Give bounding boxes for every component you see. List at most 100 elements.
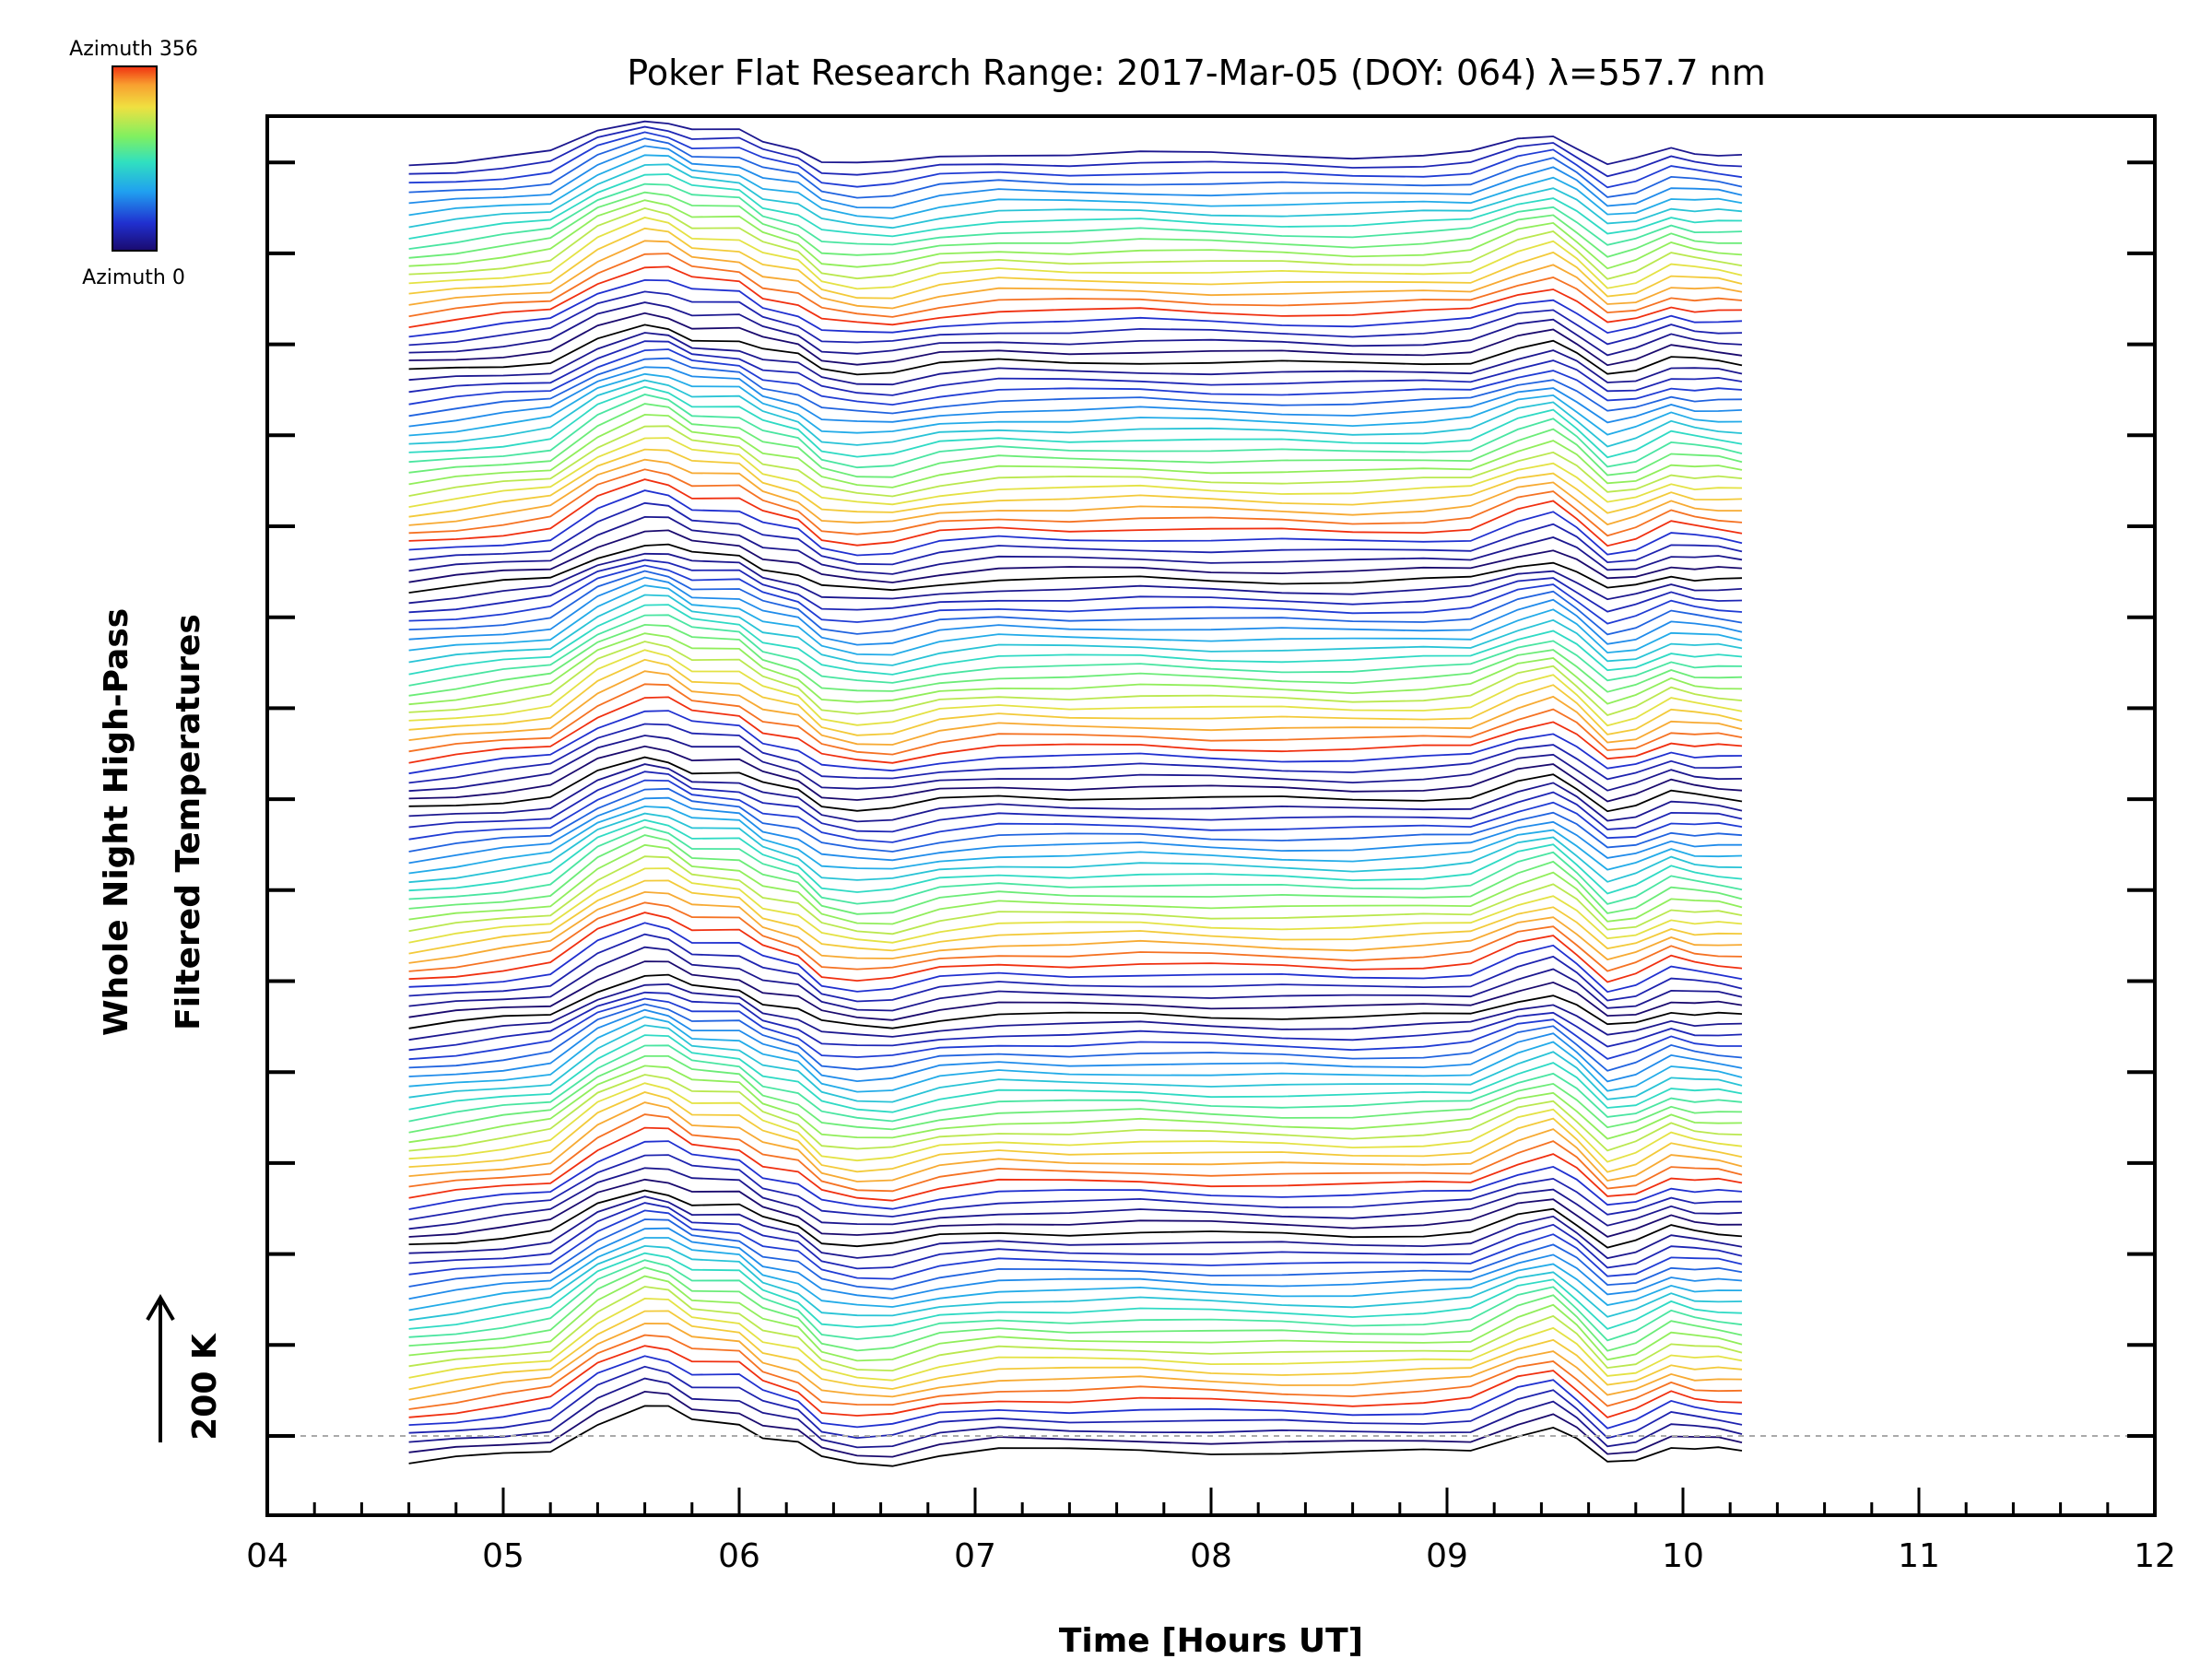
series-line (408, 997, 1742, 1061)
series-line (408, 843, 1743, 925)
series-line (408, 1126, 1743, 1202)
series-line (408, 1237, 1743, 1312)
series-line (408, 614, 1743, 687)
colorbar (112, 65, 158, 252)
series-line (408, 458, 1742, 526)
x-tick-label: 11 (1898, 1537, 1940, 1575)
series-line (408, 922, 1743, 994)
series-line (408, 1008, 1743, 1083)
series-line (408, 413, 1743, 488)
series-line (408, 991, 1743, 1052)
series-line (408, 385, 1743, 459)
series-line (408, 796, 1742, 865)
series-line (408, 340, 1743, 396)
series-line (408, 1055, 1743, 1134)
series-line (408, 1252, 1743, 1330)
series-line (408, 125, 1743, 178)
series-line (408, 366, 1743, 428)
series-line (408, 879, 1743, 955)
series-line (408, 1195, 1743, 1260)
series-line (408, 649, 1743, 727)
chart-title: Poker Flat Research Range: 2017-Mar-05 (… (627, 53, 1765, 93)
series-line (408, 973, 1743, 1030)
series-line (408, 1178, 1743, 1238)
series-line (408, 604, 1743, 676)
series-line (408, 217, 1743, 290)
series-line (408, 855, 1743, 935)
series-line (408, 946, 1743, 1012)
series-line (408, 253, 1743, 318)
series-line (408, 394, 1743, 469)
series-line (408, 425, 1743, 498)
series-line (408, 564, 1743, 625)
series-line (408, 1140, 1743, 1210)
series-line (408, 1227, 1743, 1300)
axis-ticks (265, 160, 2157, 1515)
series-line (408, 403, 1743, 478)
series-line (408, 290, 1743, 347)
series-line (408, 543, 1743, 594)
series-line (408, 632, 1743, 706)
series-line (408, 324, 1743, 376)
series-line (408, 1345, 1743, 1418)
series-line (408, 658, 1743, 736)
series-line (408, 901, 1743, 972)
series-line (408, 227, 1743, 300)
series-line (408, 1154, 1743, 1221)
series-line (408, 826, 1743, 905)
series-line (408, 1202, 1743, 1270)
series-line (408, 468, 1743, 537)
series-line (408, 756, 1743, 813)
x-tick-label: 10 (1662, 1537, 1704, 1575)
series-line (408, 735, 1743, 793)
series-line (408, 1065, 1743, 1144)
x-tick-label: 04 (246, 1537, 288, 1575)
series-line (408, 120, 1743, 167)
series-line (408, 771, 1743, 833)
series-line (408, 1275, 1743, 1362)
series-line (408, 1355, 1743, 1430)
series-line (408, 1218, 1743, 1290)
colorbar-top-label: Azimuth 356 (69, 38, 198, 61)
series-line (408, 501, 1743, 566)
series-line (408, 154, 1743, 219)
series-line (408, 933, 1743, 1003)
series-line (408, 779, 1743, 843)
series-line (408, 559, 1743, 614)
series-line (408, 584, 1743, 656)
series-line (408, 570, 1743, 636)
series-line (408, 745, 1743, 803)
series-line (408, 1074, 1743, 1152)
series-line (408, 529, 1743, 583)
series-line (408, 1365, 1743, 1440)
series-line (408, 912, 1743, 983)
x-tick-label: 08 (1190, 1537, 1232, 1575)
x-tick-label: 09 (1426, 1537, 1468, 1575)
series-line (408, 1310, 1743, 1391)
series-line (408, 623, 1743, 697)
series-line (408, 670, 1743, 746)
series-line (408, 594, 1743, 666)
series-line (408, 489, 1743, 557)
series-line (408, 710, 1743, 775)
x-tick-labels: 04 05 06 07 08 09 10 11 12 (246, 1537, 2176, 1575)
series-line (408, 478, 1743, 547)
series-line (408, 372, 1743, 437)
series-line (408, 448, 1743, 518)
series-line (408, 1167, 1743, 1230)
series-line (408, 1113, 1743, 1193)
series-line (408, 1323, 1743, 1401)
series-line (408, 1003, 1743, 1072)
series-line (408, 1101, 1743, 1182)
x-tick-label: 07 (954, 1537, 996, 1575)
series-line (408, 1377, 1743, 1449)
scale-bar-label: 200 K (186, 1333, 224, 1441)
series-line (408, 301, 1743, 357)
y-axis-label-line2: Filtered Temperatures (170, 614, 207, 1030)
series-line (408, 1297, 1743, 1382)
series-line (408, 1390, 1743, 1458)
y-axis-label-line1: Whole Night High-Pass (98, 608, 135, 1036)
series-line (408, 1259, 1743, 1342)
series-line (408, 641, 1743, 717)
